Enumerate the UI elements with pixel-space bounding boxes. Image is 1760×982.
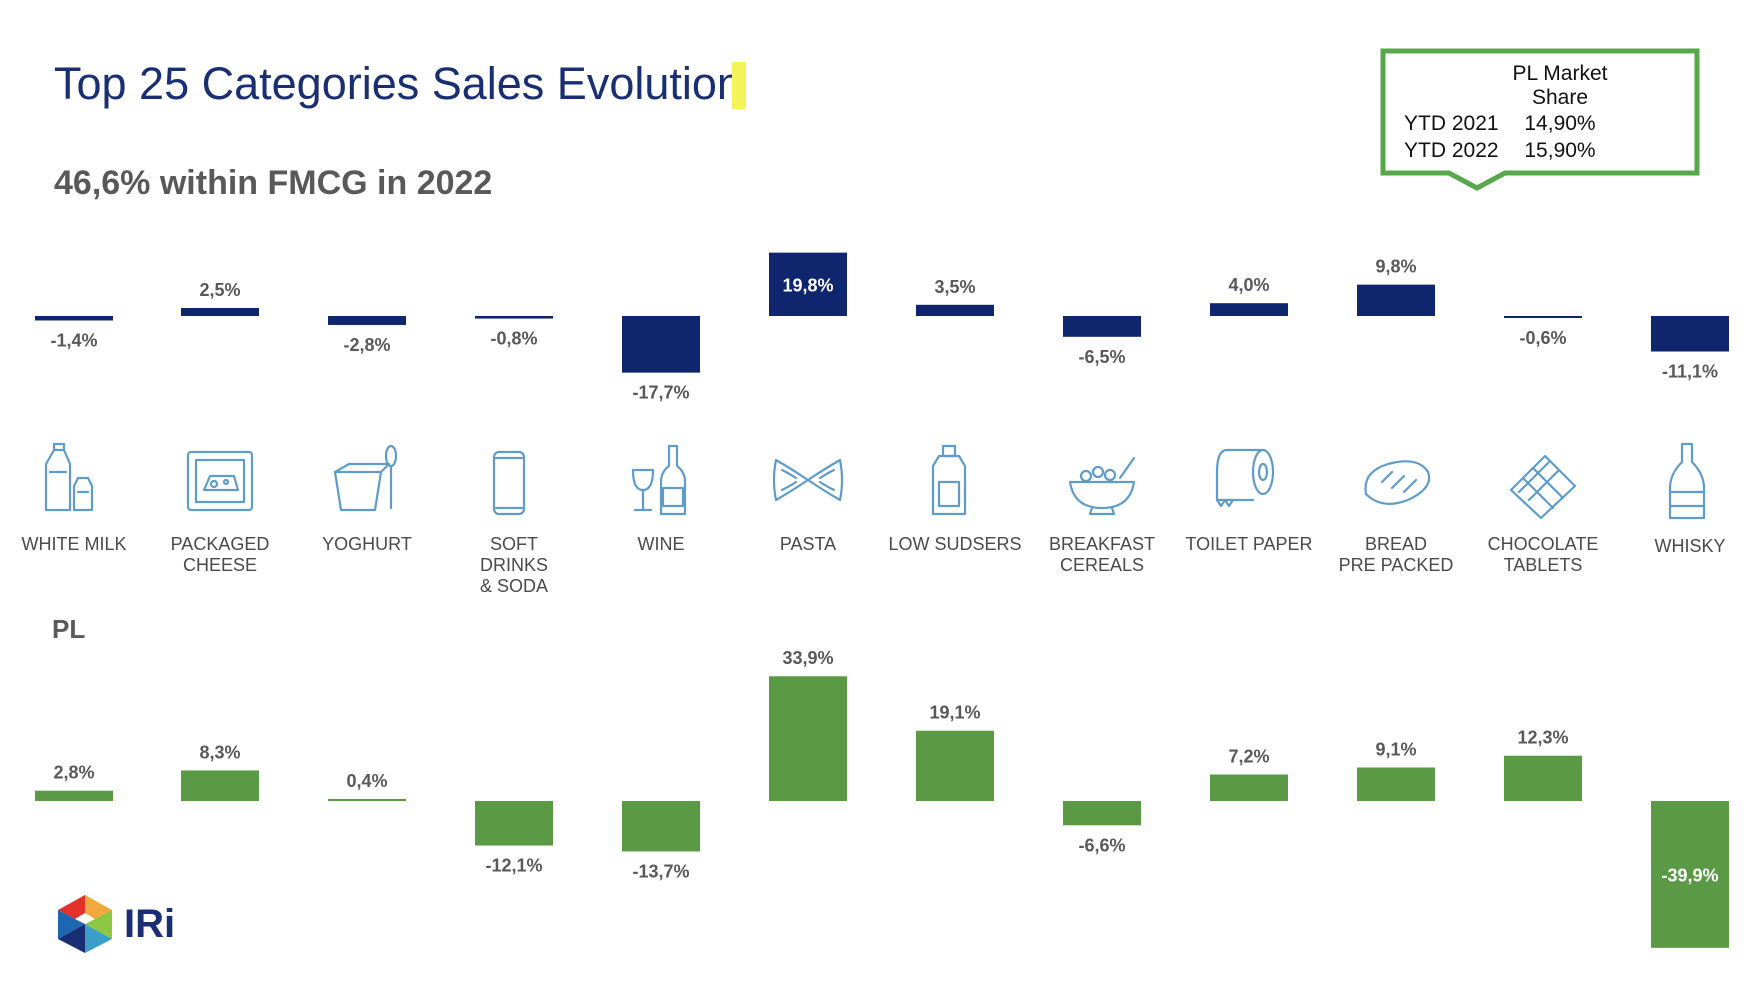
pl-data-label-2: 0,4%	[346, 771, 387, 791]
pl-data-label-5: 33,9%	[782, 648, 833, 668]
pl-bar-6	[916, 730, 994, 801]
pl-bar-4	[622, 801, 700, 852]
callout-row-2-value: 15,90%	[1524, 139, 1596, 162]
category-label-4: WINE	[637, 534, 685, 554]
pl-bar-8	[1210, 774, 1288, 801]
whisky-bottle-icon	[1652, 442, 1728, 527]
total-bar-4	[622, 316, 700, 373]
pl-bar-11	[1651, 801, 1729, 948]
callout-row-1-value: 14,90%	[1524, 112, 1596, 135]
category-label-5: PASTA	[779, 534, 837, 554]
total-bar-5	[769, 252, 847, 316]
total-data-label-10: -0,6%	[1519, 328, 1566, 348]
chocolate-icon	[1505, 442, 1581, 527]
total-data-label-4: -17,7%	[632, 383, 689, 403]
total-bar-0	[35, 316, 113, 321]
callout-frame	[1380, 48, 1700, 191]
callout-row-1-label: YTD 2021	[1404, 112, 1499, 135]
soda-can-icon	[476, 442, 552, 527]
category-label-1: PACKAGED CHEESE	[170, 534, 270, 575]
total-bar-11	[1651, 316, 1729, 352]
category-label-10: CHOCOLATE TABLETS	[1487, 534, 1599, 575]
wine-icon	[623, 442, 699, 527]
pl-data-label-6: 19,1%	[929, 703, 980, 723]
pl-data-label-0: 2,8%	[53, 763, 94, 783]
pl-data-label-4: -13,7%	[632, 861, 689, 881]
pl-data-label-11: -39,9%	[1661, 865, 1718, 885]
category-label-0: WHITE MILK	[21, 534, 127, 554]
category-label-9: BREAD PRE PACKED	[1338, 534, 1454, 575]
pl-bar-5	[769, 676, 847, 801]
total-data-label-1: 2,5%	[199, 280, 240, 300]
cheese-icon	[182, 442, 258, 527]
category-label-2: YOGHURT	[322, 534, 412, 554]
pl-market-share-callout: PL Market Share YTD 2021 14,90% YTD 2022…	[1380, 48, 1700, 191]
detergent-icon	[917, 442, 993, 527]
total-data-label-7: -6,5%	[1078, 347, 1125, 367]
total-bar-1	[181, 308, 259, 316]
total-bar-2	[328, 316, 406, 325]
pl-bar-7	[1063, 801, 1141, 826]
bread-icon	[1358, 442, 1434, 527]
total-bar-3	[475, 316, 553, 319]
callout-header: PL Market Share	[1512, 62, 1608, 109]
callout-row-2-label: YTD 2022	[1404, 139, 1499, 162]
pl-bar-1	[181, 770, 259, 801]
iri-logo	[54, 893, 116, 960]
total-bar-6	[916, 304, 994, 316]
pl-bar-3	[475, 801, 553, 846]
toilet-paper-icon	[1211, 442, 1287, 527]
pl-data-label-3: -12,1%	[485, 856, 542, 876]
total-bar-10	[1504, 316, 1582, 318]
total-data-label-11: -11,1%	[1662, 362, 1718, 382]
total-data-label-6: 3,5%	[934, 277, 975, 297]
page-title: Top 25 Categories Sales Evolution	[54, 58, 742, 109]
total-bar-8	[1210, 303, 1288, 316]
category-label-3: SOFT DRINKS & SODA	[479, 534, 549, 596]
page-subtitle: 46,6% within FMCG in 2022	[54, 164, 493, 202]
pl-data-label-10: 12,3%	[1517, 728, 1568, 748]
title-highlight-mark	[732, 62, 746, 109]
total-data-label-5: 19,8%	[782, 275, 833, 295]
pl-bar-0	[35, 790, 113, 801]
total-data-label-0: -1,4%	[50, 330, 97, 350]
pl-data-label-8: 7,2%	[1228, 747, 1269, 767]
pl-bar-10	[1504, 755, 1582, 801]
category-label-7: BREAKFAST CEREALS	[1048, 534, 1156, 575]
cereal-bowl-icon	[1064, 442, 1140, 527]
total-data-label-9: 9,8%	[1375, 257, 1416, 277]
iri-logo-text: IRi	[124, 902, 176, 946]
category-label-11: WHISKY	[1654, 536, 1726, 556]
pl-data-label-1: 8,3%	[199, 742, 240, 762]
total-data-label-2: -2,8%	[343, 335, 390, 355]
category-label-6: LOW SUDSERS	[888, 534, 1022, 554]
pl-data-label-7: -6,6%	[1078, 835, 1125, 855]
yoghurt-icon	[329, 442, 405, 527]
pasta-icon	[770, 442, 846, 527]
pl-bar-9	[1357, 767, 1435, 801]
total-bar-9	[1357, 284, 1435, 316]
pl-bar-2	[328, 799, 406, 801]
total-bar-7	[1063, 316, 1141, 337]
pl-data-label-9: 9,1%	[1375, 740, 1416, 760]
total-data-label-8: 4,0%	[1228, 275, 1269, 295]
total-data-label-3: -0,8%	[490, 329, 537, 349]
pl-section-label: PL	[52, 614, 86, 644]
milk-carton-icon	[36, 442, 112, 527]
iri-cube-icon	[58, 895, 112, 953]
category-label-8: TOILET PAPER	[1185, 534, 1313, 554]
